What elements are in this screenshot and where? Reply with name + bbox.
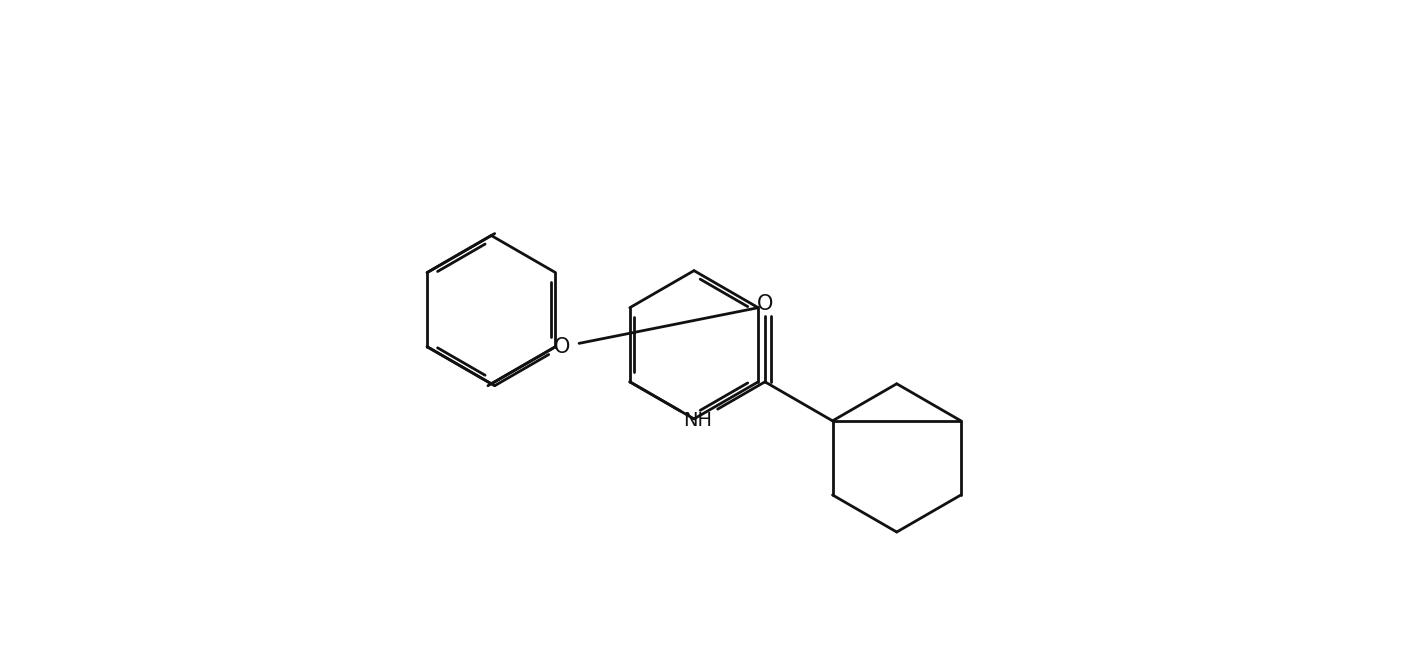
Text: O: O [554, 337, 571, 357]
Text: O: O [756, 294, 773, 314]
Text: NH: NH [684, 412, 712, 430]
